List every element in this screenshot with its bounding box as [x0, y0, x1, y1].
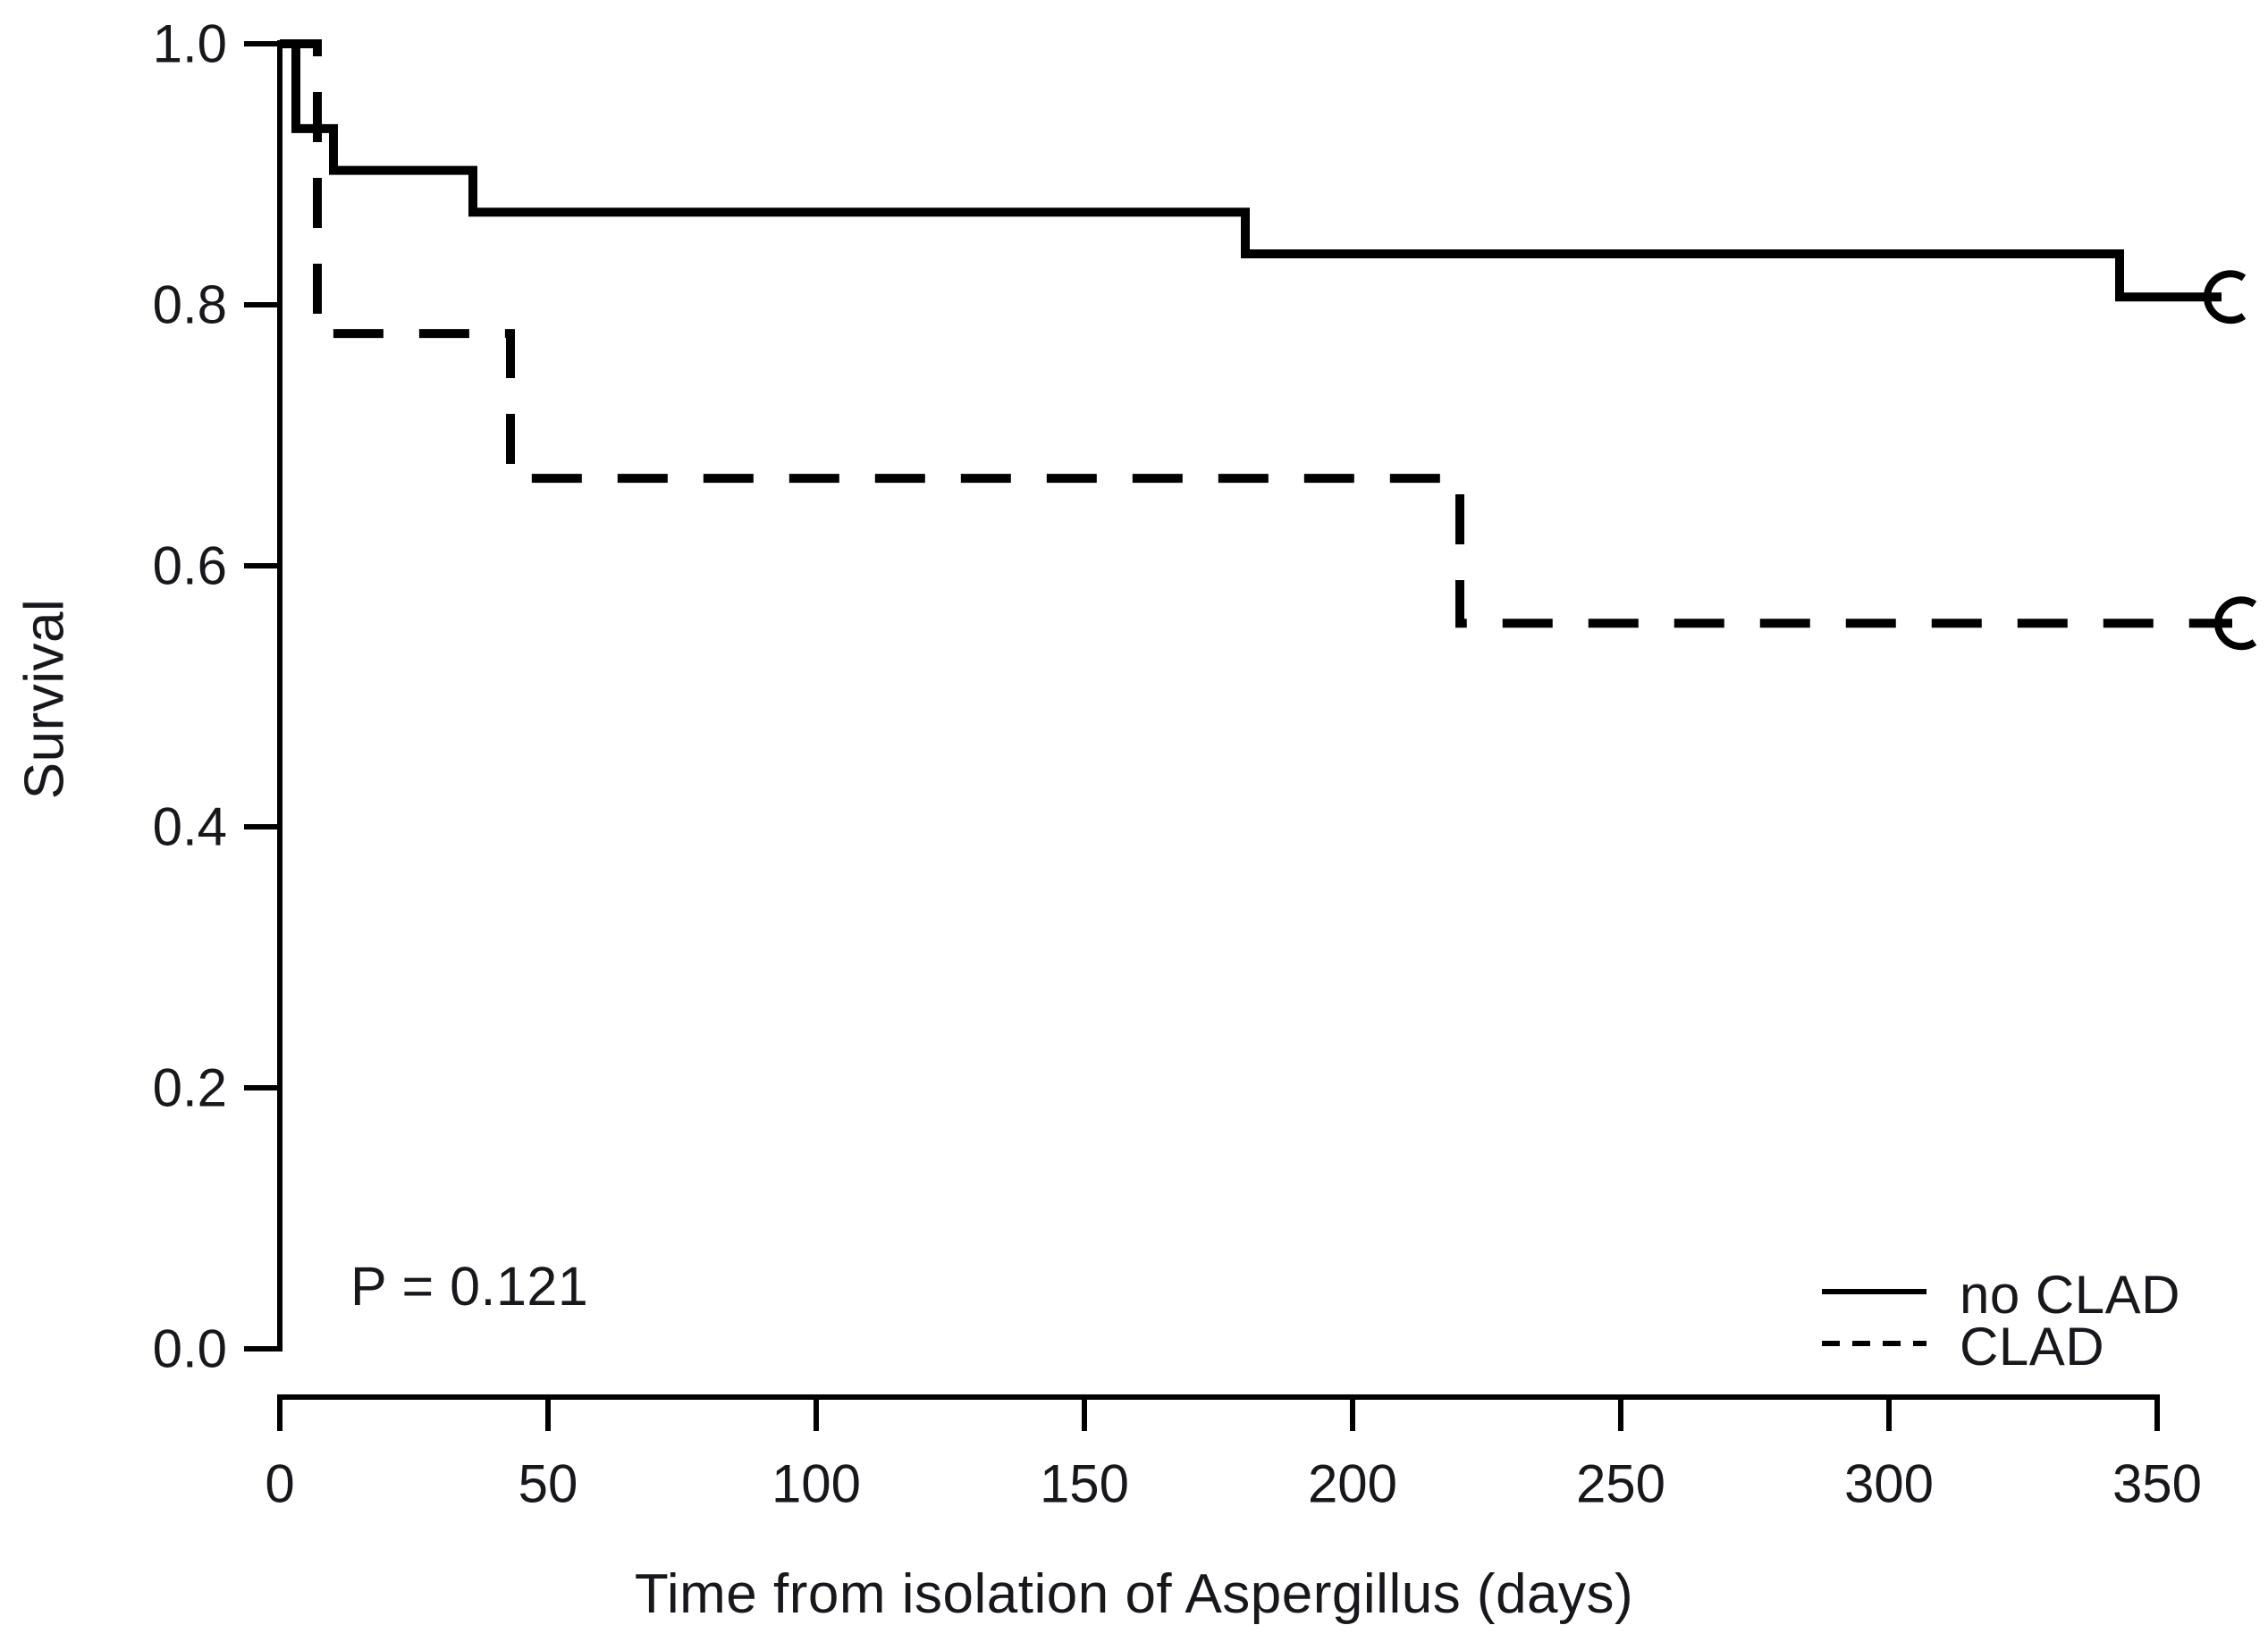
- y-tick-label: 1.0: [153, 14, 227, 74]
- y-axis-title: Survival: [13, 598, 76, 800]
- y-tick-label: 0.2: [153, 1058, 227, 1118]
- x-tick-label: 350: [2112, 1454, 2202, 1514]
- y-tick-label: 0.4: [153, 797, 227, 857]
- x-axis-title: Time from isolation of Aspergillus (days…: [634, 1563, 1634, 1625]
- curve-no-clad: [280, 39, 2222, 302]
- curve-clad: [280, 39, 2232, 628]
- legend-label-clad: CLAD: [1960, 1317, 2105, 1377]
- legend-label-no-clad: no CLAD: [1960, 1265, 2180, 1325]
- y-tick-label: 0.0: [153, 1319, 227, 1379]
- x-tick-label: 200: [1308, 1454, 1397, 1514]
- censor-end-mark-icon: [2204, 270, 2247, 324]
- legend-line-sample-dashed: [1822, 1341, 1927, 1346]
- x-tick-label: 50: [519, 1454, 578, 1514]
- x-tick-label: 100: [771, 1454, 861, 1514]
- p-value-label: P = 0.121: [350, 1256, 589, 1317]
- x-tick-label: 0: [265, 1454, 294, 1514]
- y-tick-label: 0.8: [153, 275, 227, 335]
- y-axis: 0.0 0.2 0.4 0.6 0.8 1.0: [153, 14, 282, 1379]
- survival-curves: [280, 39, 2257, 651]
- censor-end-mark-icon: [2214, 596, 2257, 651]
- x-axis: 0 50 100 150 200 250 300 350: [265, 1394, 2202, 1514]
- x-tick-label: 300: [1844, 1454, 1934, 1514]
- x-tick-label: 150: [1040, 1454, 1129, 1514]
- x-tick-label: 250: [1576, 1454, 1665, 1514]
- legend-line-sample-solid: [1822, 1289, 1927, 1294]
- y-tick-label: 0.6: [153, 536, 227, 596]
